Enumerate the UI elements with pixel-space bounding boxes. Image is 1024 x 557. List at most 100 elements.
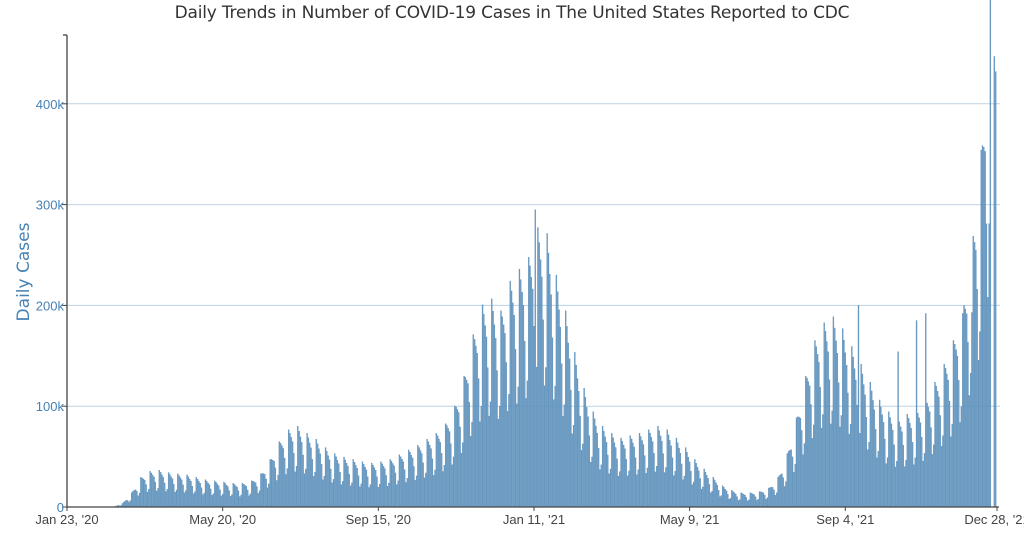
bar[interactable] bbox=[476, 353, 478, 508]
bar[interactable] bbox=[156, 490, 158, 508]
bar[interactable] bbox=[894, 466, 897, 508]
bar[interactable] bbox=[682, 479, 684, 508]
bar[interactable] bbox=[942, 435, 944, 508]
bar[interactable] bbox=[353, 462, 356, 508]
bar[interactable] bbox=[955, 349, 957, 508]
bar[interactable] bbox=[257, 493, 259, 508]
bar[interactable] bbox=[847, 392, 849, 508]
bar[interactable] bbox=[893, 444, 895, 508]
bar[interactable] bbox=[215, 482, 217, 508]
bar[interactable] bbox=[454, 405, 456, 508]
bar[interactable] bbox=[365, 469, 368, 508]
bar[interactable] bbox=[301, 442, 303, 508]
bar[interactable] bbox=[439, 442, 441, 508]
bar[interactable] bbox=[704, 471, 707, 508]
bar[interactable] bbox=[384, 468, 386, 508]
bar[interactable] bbox=[914, 457, 916, 508]
bar[interactable] bbox=[413, 466, 415, 508]
bar[interactable] bbox=[434, 469, 436, 508]
bar[interactable] bbox=[586, 407, 588, 508]
bar[interactable] bbox=[485, 336, 488, 508]
bar[interactable] bbox=[715, 482, 717, 508]
bar[interactable] bbox=[270, 459, 273, 508]
bar[interactable] bbox=[357, 475, 360, 508]
bar[interactable] bbox=[480, 406, 482, 508]
bar[interactable] bbox=[776, 492, 778, 508]
bar[interactable] bbox=[983, 147, 985, 508]
bar[interactable] bbox=[199, 483, 201, 508]
bar[interactable] bbox=[444, 423, 447, 508]
bar[interactable] bbox=[962, 313, 964, 508]
bar[interactable] bbox=[917, 413, 919, 508]
bar[interactable] bbox=[347, 466, 349, 508]
bar[interactable] bbox=[656, 466, 658, 508]
bar[interactable] bbox=[380, 461, 382, 508]
bar[interactable] bbox=[849, 423, 852, 508]
bar[interactable] bbox=[503, 324, 505, 508]
bar[interactable] bbox=[868, 442, 870, 508]
bar[interactable] bbox=[289, 433, 291, 508]
bar[interactable] bbox=[529, 265, 531, 508]
bar[interactable] bbox=[127, 500, 129, 508]
bar[interactable] bbox=[233, 484, 236, 508]
bar[interactable] bbox=[761, 492, 763, 508]
bar[interactable] bbox=[783, 486, 786, 508]
bar[interactable] bbox=[798, 416, 800, 508]
bar[interactable] bbox=[856, 404, 858, 508]
bar[interactable] bbox=[377, 487, 379, 508]
bar[interactable] bbox=[640, 436, 642, 508]
bar[interactable] bbox=[852, 356, 854, 508]
bar[interactable] bbox=[364, 466, 366, 508]
bar[interactable] bbox=[691, 484, 693, 508]
bar[interactable] bbox=[636, 474, 638, 508]
bar[interactable] bbox=[252, 481, 254, 508]
bar[interactable] bbox=[900, 426, 902, 508]
bar[interactable] bbox=[218, 485, 220, 508]
bar[interactable] bbox=[339, 471, 341, 508]
bar[interactable] bbox=[791, 456, 794, 508]
bar[interactable] bbox=[580, 449, 583, 508]
bar[interactable] bbox=[587, 416, 589, 508]
bar[interactable] bbox=[830, 423, 832, 508]
bar[interactable] bbox=[327, 455, 329, 508]
bar[interactable] bbox=[710, 492, 712, 508]
bar[interactable] bbox=[491, 298, 493, 508]
bar[interactable] bbox=[712, 477, 715, 508]
bar[interactable] bbox=[670, 445, 672, 508]
bar[interactable] bbox=[537, 227, 539, 508]
bar[interactable] bbox=[724, 489, 726, 508]
bar[interactable] bbox=[430, 448, 432, 508]
bar[interactable] bbox=[578, 391, 580, 508]
bar[interactable] bbox=[265, 478, 267, 508]
bar[interactable] bbox=[317, 443, 319, 508]
bar[interactable] bbox=[166, 489, 168, 508]
bar[interactable] bbox=[716, 485, 718, 508]
bar[interactable] bbox=[307, 437, 310, 508]
bar[interactable] bbox=[363, 464, 365, 508]
bar[interactable] bbox=[393, 465, 395, 508]
bar[interactable] bbox=[859, 433, 861, 508]
bar[interactable] bbox=[897, 351, 899, 508]
bar[interactable] bbox=[653, 453, 655, 508]
bar[interactable] bbox=[235, 485, 237, 508]
bar[interactable] bbox=[448, 431, 451, 508]
bar[interactable] bbox=[381, 463, 383, 508]
bar[interactable] bbox=[129, 500, 131, 508]
bar[interactable] bbox=[934, 381, 936, 508]
bar[interactable] bbox=[495, 338, 497, 508]
bar[interactable] bbox=[969, 372, 972, 508]
bar[interactable] bbox=[533, 326, 535, 508]
bar[interactable] bbox=[173, 483, 175, 508]
bar[interactable] bbox=[967, 342, 969, 508]
bar[interactable] bbox=[566, 326, 568, 508]
bar[interactable] bbox=[827, 351, 829, 508]
bar[interactable] bbox=[968, 395, 970, 508]
bar[interactable] bbox=[638, 433, 641, 508]
bar[interactable] bbox=[838, 382, 840, 508]
bar[interactable] bbox=[369, 484, 372, 508]
bar[interactable] bbox=[694, 459, 696, 508]
bar[interactable] bbox=[865, 417, 868, 508]
bar[interactable] bbox=[597, 447, 600, 508]
bar[interactable] bbox=[822, 414, 824, 508]
bar[interactable] bbox=[927, 407, 930, 508]
